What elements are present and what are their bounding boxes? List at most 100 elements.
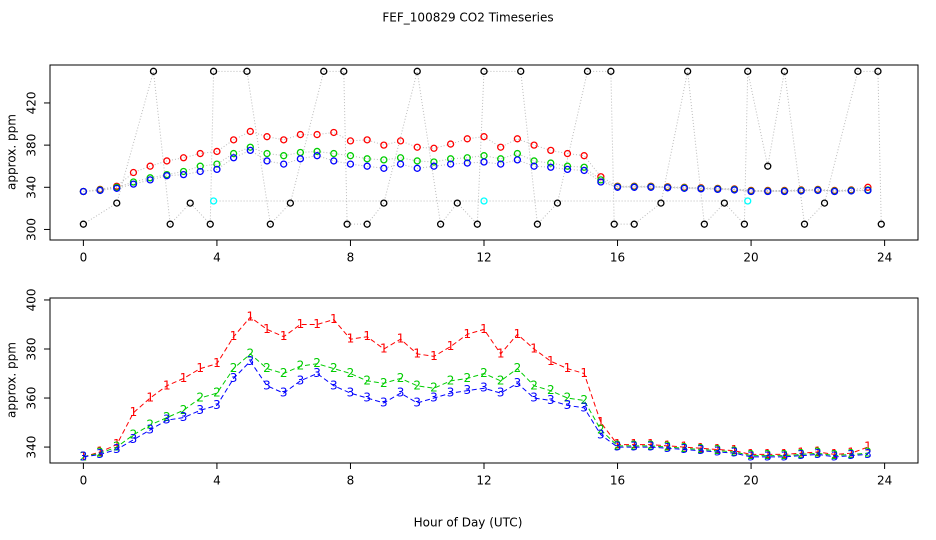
data-point: 2 <box>363 373 371 387</box>
y-tick-label: 380 <box>25 338 39 361</box>
data-point <box>113 184 121 192</box>
data-point <box>213 147 221 156</box>
data-point <box>320 67 328 75</box>
data-point <box>683 67 692 75</box>
data-point <box>720 199 729 207</box>
data-point: 1 <box>130 405 138 419</box>
data-point: 1 <box>196 361 204 375</box>
data-point <box>547 163 555 171</box>
data-point: 3 <box>764 449 772 463</box>
data-point <box>877 220 885 228</box>
y-tick-label: 400 <box>25 289 39 312</box>
data-point <box>800 220 809 228</box>
data-point <box>149 67 158 75</box>
data-point <box>446 155 455 163</box>
data-point: 3 <box>831 449 839 463</box>
data-point: 2 <box>146 417 154 431</box>
series-line <box>83 316 869 458</box>
data-point <box>380 156 388 164</box>
data-point <box>744 197 752 205</box>
data-point <box>764 187 772 196</box>
data-point: 3 <box>731 446 739 460</box>
y-axis-label: approx. ppm <box>5 342 19 418</box>
data-point: 2 <box>330 361 338 375</box>
data-point: 2 <box>847 447 855 461</box>
data-point <box>280 160 288 168</box>
data-point <box>413 164 421 172</box>
data-point: 1 <box>180 371 188 385</box>
data-point <box>513 156 522 164</box>
data-point: 3 <box>130 432 138 446</box>
data-point: 3 <box>113 442 121 456</box>
x-tick-label: 4 <box>213 251 221 265</box>
data-point <box>243 67 251 75</box>
data-point <box>263 133 271 141</box>
data-point <box>744 67 752 75</box>
data-point: 1 <box>297 317 305 331</box>
data-point: 3 <box>263 378 271 392</box>
data-point: 1 <box>113 437 121 451</box>
data-point <box>563 149 572 158</box>
data-point: 2 <box>764 448 772 462</box>
data-point <box>613 183 622 191</box>
data-point: 1 <box>714 442 722 456</box>
data-point <box>209 67 218 75</box>
data-point <box>854 67 862 75</box>
data-point: 2 <box>597 422 605 436</box>
data-point: 1 <box>413 346 421 360</box>
data-point: 1 <box>246 310 254 324</box>
data-point <box>714 185 722 194</box>
data-point: 2 <box>163 410 171 424</box>
data-point <box>340 67 348 75</box>
data-point: 1 <box>614 437 622 451</box>
data-point <box>864 186 872 195</box>
data-point <box>79 187 88 196</box>
data-point <box>597 178 605 186</box>
x-tick-label: 12 <box>476 474 491 488</box>
data-point <box>530 162 538 170</box>
data-point <box>764 162 772 170</box>
data-point <box>530 141 538 149</box>
data-point: 3 <box>697 443 705 457</box>
data-point: 1 <box>530 341 538 355</box>
x-tick-label: 12 <box>476 251 491 265</box>
data-point <box>229 154 238 162</box>
x-tick-label: 0 <box>80 474 88 488</box>
data-point: 2 <box>714 443 722 457</box>
data-point <box>480 197 488 205</box>
data-point: 2 <box>380 376 388 390</box>
data-point: 3 <box>163 413 171 427</box>
data-point: 3 <box>280 386 288 400</box>
data-point: 1 <box>397 332 405 346</box>
data-point: 3 <box>797 448 805 462</box>
data-point: 2 <box>130 427 138 441</box>
data-point: 1 <box>647 437 655 451</box>
data-point: 3 <box>397 386 405 400</box>
data-point <box>263 157 271 165</box>
data-point <box>129 168 138 177</box>
data-point <box>213 160 221 168</box>
data-point: 1 <box>497 346 505 360</box>
data-point: 1 <box>680 440 688 454</box>
data-point <box>113 199 121 207</box>
data-point <box>830 187 839 196</box>
data-point: 2 <box>430 381 438 395</box>
data-point <box>380 199 388 207</box>
data-point <box>396 160 405 168</box>
y-tick-label: 380 <box>25 134 39 157</box>
data-point: 3 <box>330 378 338 392</box>
data-point: 1 <box>313 317 321 331</box>
data-point <box>497 143 505 151</box>
data-point: 3 <box>297 373 305 387</box>
data-point: 3 <box>514 376 522 390</box>
data-point: 3 <box>463 383 471 397</box>
data-point <box>229 136 238 144</box>
data-point: 1 <box>96 444 104 458</box>
data-point: 2 <box>497 373 505 387</box>
data-point: 3 <box>146 422 154 436</box>
x-tick-label: 4 <box>213 474 221 488</box>
data-point <box>430 162 438 170</box>
data-point <box>146 174 154 182</box>
data-point <box>480 158 488 166</box>
